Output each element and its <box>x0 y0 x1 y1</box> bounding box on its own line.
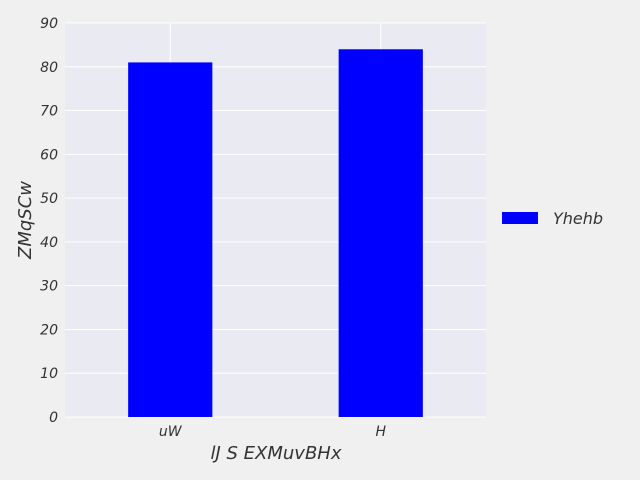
legend-swatch <box>502 212 538 224</box>
y-tick-label: 0 <box>49 410 58 426</box>
y-tick-label: 20 <box>40 322 58 338</box>
y-tick-label: 50 <box>40 191 58 207</box>
y-tick-label: 30 <box>40 279 58 295</box>
bar <box>338 49 423 418</box>
x-axis-label: lJ S EXMuvBHx <box>210 443 341 464</box>
legend: Yhehb <box>502 209 603 228</box>
x-tick-labels: uW H <box>159 424 387 440</box>
y-tick-label: 80 <box>40 60 58 76</box>
y-tick-label: 40 <box>40 235 58 251</box>
y-tick-labels: 0 10 20 30 40 50 60 70 80 90 <box>40 16 58 426</box>
x-tick-label: H <box>375 424 386 440</box>
bar <box>128 62 213 418</box>
x-tick-label: uW <box>159 424 183 440</box>
y-tick-label: 10 <box>40 366 58 382</box>
y-tick-label: 60 <box>40 147 58 163</box>
y-tick-label: 90 <box>40 16 58 32</box>
y-axis-label: ZMqSCw <box>15 181 36 260</box>
bars <box>128 49 423 418</box>
y-tick-label: 70 <box>40 104 58 120</box>
legend-label: Yhehb <box>553 209 603 228</box>
